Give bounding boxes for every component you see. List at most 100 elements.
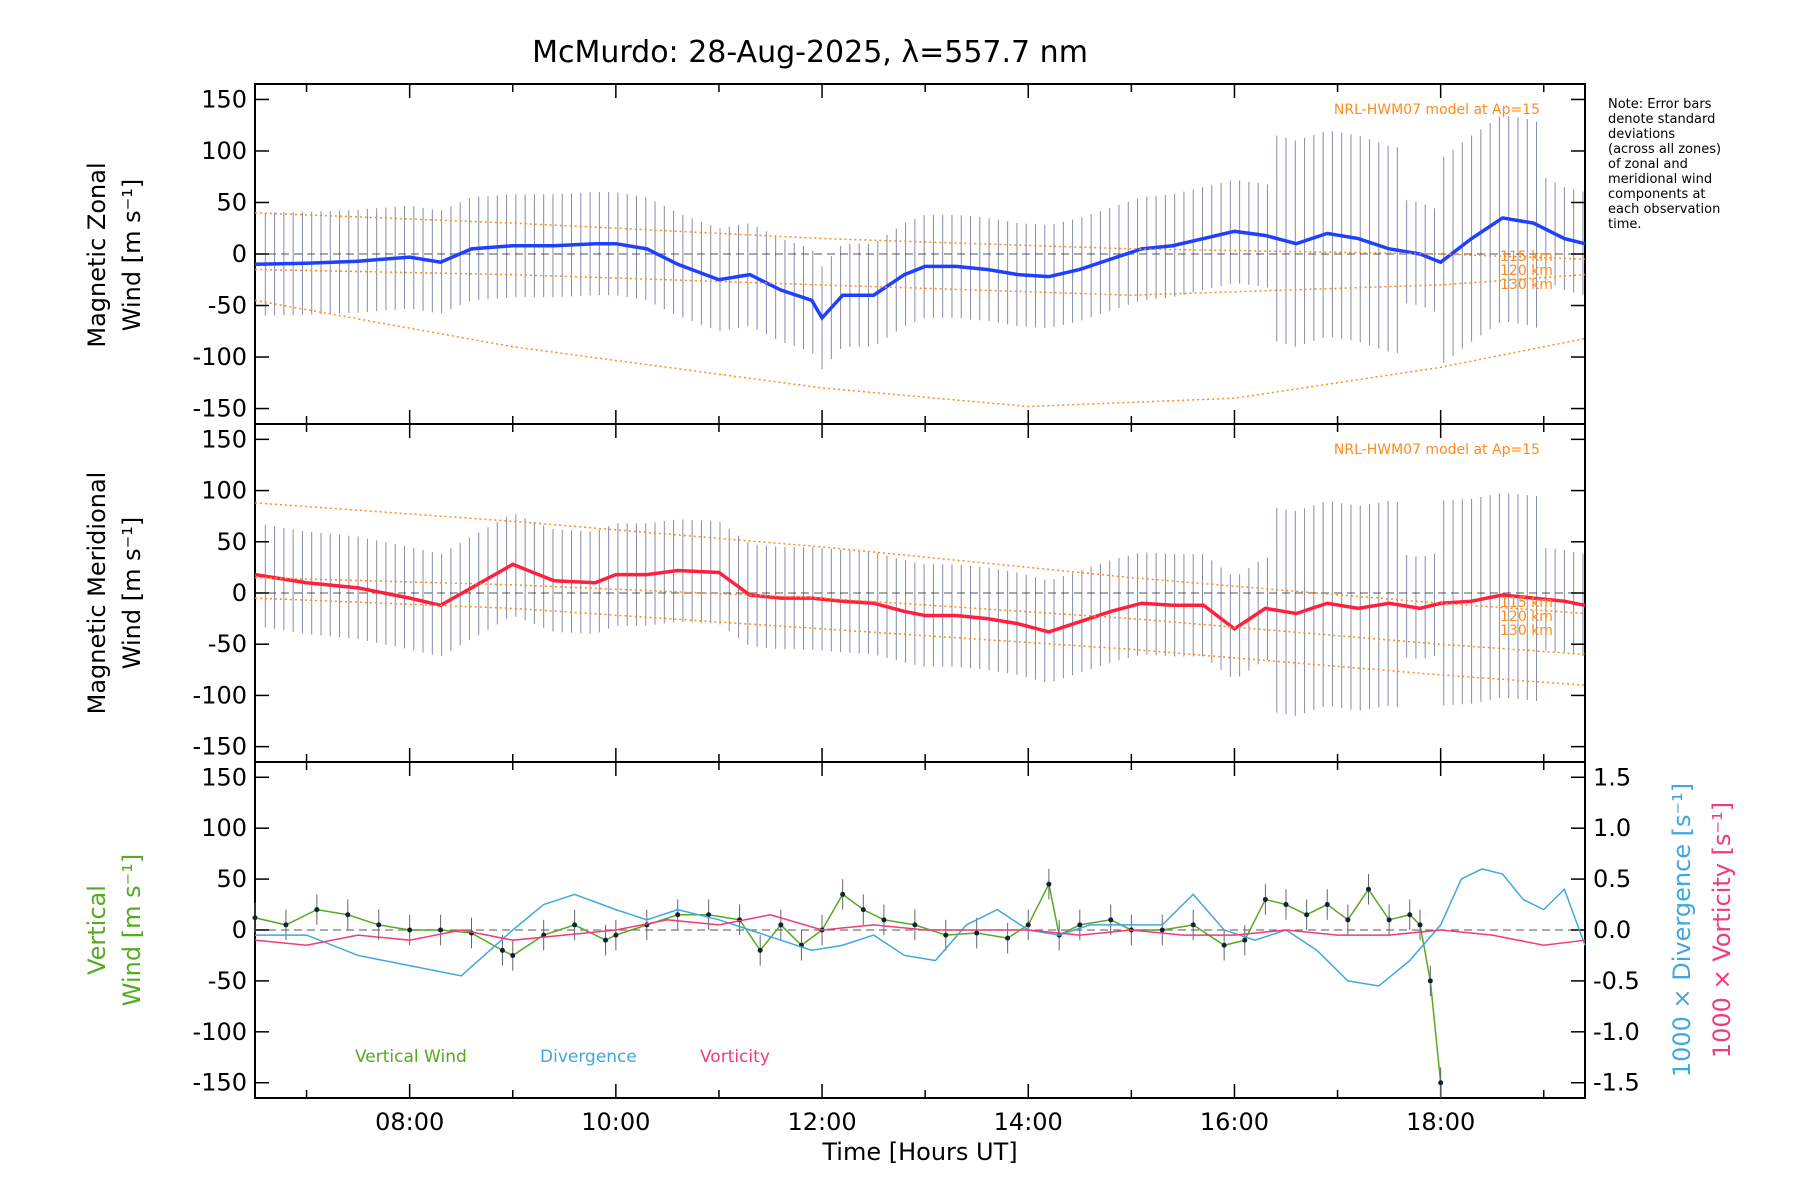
height-label: 120 km [1500,609,1553,625]
meridional-panel: -150 -100 -50 0 50 100 150 NRL-HWM07 model at A… [193,424,1586,762]
vertical-wind-point [860,907,866,913]
y-tick-label: 100 [201,137,247,165]
series-line-vorticity [254,913,1586,947]
vertical-wind-point [840,891,846,897]
series-line-hwm07-115-km [254,502,1586,615]
vertical-wind-point [1242,937,1248,943]
zonal-ylabel-line2: Wind [m s⁻¹] [118,179,146,331]
note-line: of zonal and [1608,157,1688,172]
y-tick-label: -50 [208,967,247,995]
y-tick-label: -100 [193,343,247,371]
vertical-wind-point [943,932,949,938]
series-line-mean-zonal-wind [254,216,1586,321]
vertical-wind-point [1262,896,1268,902]
note-line: Note: Error bars [1608,97,1712,112]
model-label: NRL-HWM07 model at Ap=15 [1334,442,1540,458]
y2-tick-label: 0.0 [1593,916,1631,944]
y-tick-label: 0 [232,579,247,607]
y-tick-label: 150 [201,425,247,453]
y-tick-label: 0 [232,240,247,268]
note-line: each observation [1608,202,1720,217]
meridional-ylabel-line2: Wind [m s⁻¹] [118,517,146,669]
y-tick-label: 100 [201,814,247,842]
vertical-wind-point [1407,912,1413,918]
vertical-wind-point [974,930,980,936]
vertical-ylabel-line2: Wind [m s⁻¹] [118,854,146,1006]
y-tick-label: 150 [201,85,247,113]
model-label: NRL-HWM07 model at Ap=15 [1334,102,1540,118]
legend-entry: Vertical Wind [355,1047,467,1067]
vertical-wind-point [345,912,351,918]
x-tick-label: 08:00 [375,1108,444,1136]
vertical-wind-point [603,937,609,943]
legend-entry: Vorticity [700,1047,770,1067]
vertical-wind-point [1438,1080,1444,1086]
vertical-wind-point [912,922,918,928]
note-line: (across all zones) [1608,142,1721,157]
vertical-wind-point [881,917,887,923]
y2-tick-label: -1.0 [1593,1018,1640,1046]
vertical-wind-point [499,947,505,953]
x-tick-label: 18:00 [1406,1108,1475,1136]
note-line: deviations [1608,127,1675,142]
zonal-ylabel-line1: Magnetic Zonal [83,162,111,347]
vertical-wind-point [1365,886,1371,892]
y-tick-label: -150 [193,733,247,761]
vertical-ylabel-line1: Vertical [83,885,111,975]
vertical-wind-point [1046,881,1052,887]
y-tick-label: -100 [193,1018,247,1046]
zonal-panel: -150 -100 -50 0 50 100 150 NRL-HWM07 model at A… [193,84,1586,424]
legend-entry: Divergence [540,1047,637,1067]
vertical-wind-point [283,922,289,928]
vertical-wind-point [1190,922,1196,928]
note-line: denote standard [1608,112,1715,127]
y-tick-label: -50 [208,630,247,658]
vertical-wind-point [572,922,578,928]
x-tick-label: 14:00 [994,1108,1063,1136]
vorticity-y2label: 1000 × Vorticity [s⁻¹] [1708,802,1736,1058]
vertical-wind-point [1159,927,1165,933]
series-line-hwm07-120-km [254,576,1586,656]
vertical-wind-point [438,927,444,933]
vertical-wind-point [1005,935,1011,941]
x-tick-label: 12:00 [787,1108,856,1136]
vertical-wind-point [1283,902,1289,908]
vertical-wind-point [1025,922,1031,928]
series-line-hwm07-120-km [254,268,1586,296]
y2-tick-label: -1.5 [1593,1069,1640,1097]
y2-tick-label: 0.5 [1593,865,1631,893]
x-tick-label: 10:00 [581,1108,650,1136]
vertical-wind-point [778,922,784,928]
vertical-wind-point [757,947,763,953]
divergence-y2label: 1000 × Divergence [s⁻¹] [1668,783,1696,1077]
x-axis-label: Time [Hours UT] [821,1138,1017,1166]
vertical-wind-point [1221,942,1227,948]
y-tick-label: -150 [193,395,247,423]
vertical-wind-point [252,915,258,921]
figure-title: McMurdo: 28-Aug-2025, λ=557.7 nm [532,35,1088,70]
series-line-hwm07-115-km [254,212,1586,260]
y-tick-label: 50 [216,528,247,556]
vertical-wind-point [1324,902,1330,908]
series-line-hwm07-130-km [254,299,1586,408]
vertical-wind-point [675,912,681,918]
vertical-wind-point [1304,912,1310,918]
y-tick-label: -50 [208,292,247,320]
note-line: components at [1608,187,1706,202]
y2-tick-label: -0.5 [1593,967,1640,995]
vertical-wind-point [407,927,413,933]
height-label: 130 km [1500,623,1553,639]
y-tick-label: 150 [201,763,247,791]
y-tick-label: -100 [193,681,247,709]
y-tick-label: 100 [201,477,247,505]
vertical-wind-point [613,932,619,938]
vertical-wind-point [510,952,516,958]
height-label: 115 km [1500,595,1553,611]
series-line-mean-meridional-wind [254,562,1586,634]
y-tick-label: -150 [193,1069,247,1097]
x-tick-label: 16:00 [1200,1108,1269,1136]
meridional-ylabel-line1: Magnetic Meridional [83,472,111,715]
vertical-wind-point [376,922,382,928]
